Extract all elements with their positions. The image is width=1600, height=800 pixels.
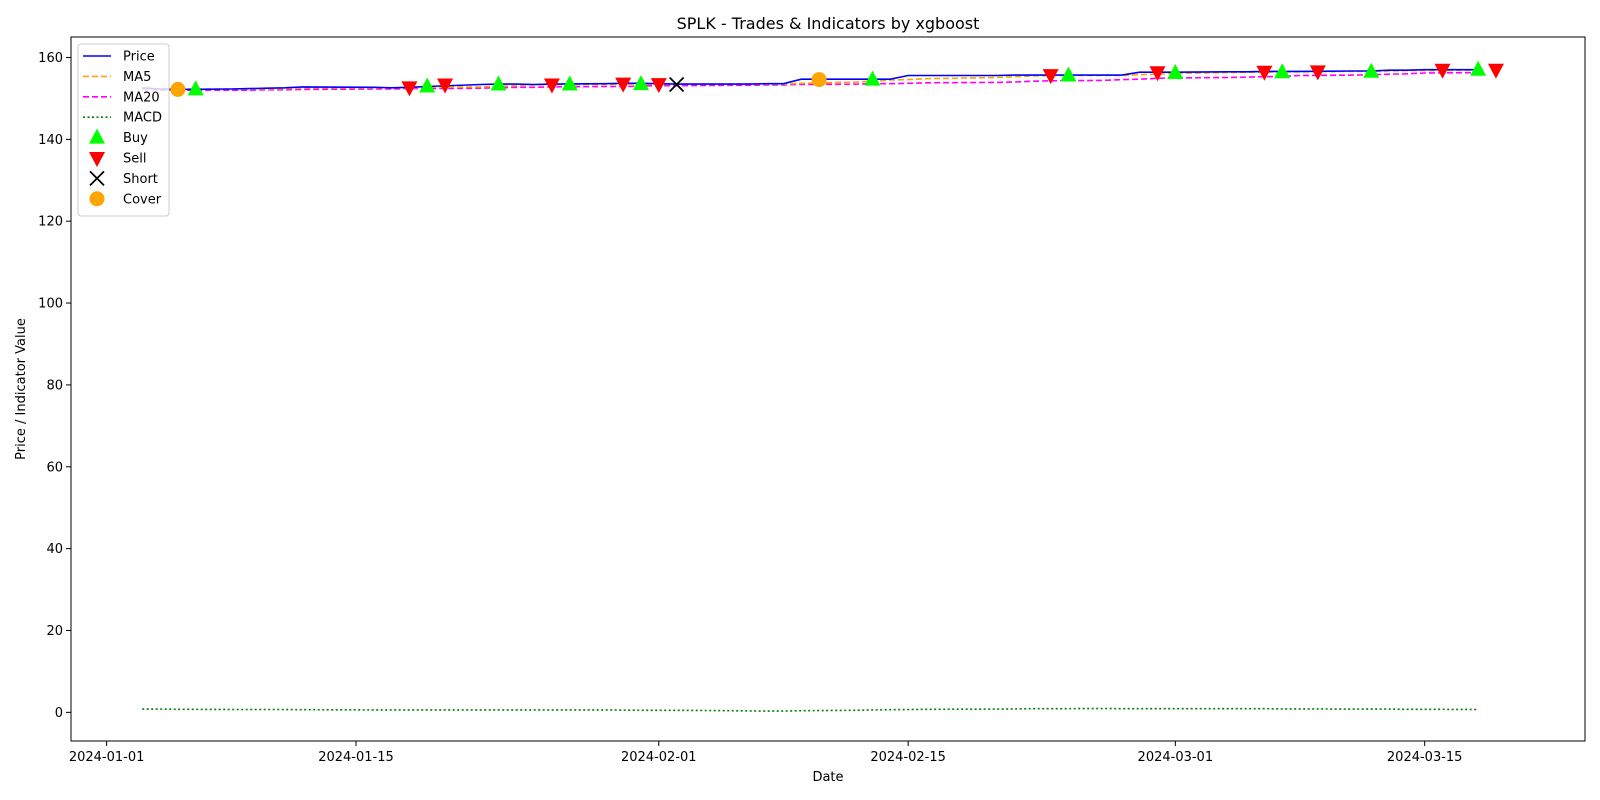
x-tick-label: 2024-02-01 xyxy=(621,750,697,765)
plot-frame xyxy=(70,36,1586,742)
x-axis-title: Date xyxy=(812,770,843,785)
legend-item-price: Price xyxy=(83,50,155,65)
x-tick-label: 2024-02-15 xyxy=(870,750,946,765)
y-tick-label: 160 xyxy=(38,51,63,66)
y-tick-label: 100 xyxy=(38,297,63,312)
legend-label: MACD xyxy=(123,111,162,126)
legend-item-macd: MACD xyxy=(83,111,162,126)
sell-marker xyxy=(543,78,560,94)
cover-marker xyxy=(170,81,186,97)
sell-marker xyxy=(1256,65,1273,81)
y-tick-label: 80 xyxy=(46,378,63,393)
x-tick-label: 2024-01-15 xyxy=(318,750,394,765)
x-tick-label: 2024-03-15 xyxy=(1387,750,1463,765)
legend-label: Short xyxy=(123,172,158,187)
legend-label: Buy xyxy=(123,131,148,146)
legend-label: Price xyxy=(123,50,155,65)
buy-marker xyxy=(490,75,507,91)
y-tick-label: 0 xyxy=(55,706,63,721)
legend-item-buy: Buy xyxy=(89,128,148,146)
legend-label: MA5 xyxy=(123,70,151,85)
legend-item-ma20: MA20 xyxy=(83,90,160,105)
legend-swatch-sell xyxy=(89,152,105,167)
legend-label: Sell xyxy=(123,152,146,167)
buy-marker xyxy=(632,75,649,91)
legend-item-ma5: MA5 xyxy=(83,70,151,85)
legend-item-cover: Cover xyxy=(89,191,162,207)
buy-marker xyxy=(561,75,578,91)
buy-marker xyxy=(1363,62,1380,78)
buy-marker xyxy=(1060,66,1077,82)
sell-marker xyxy=(615,77,632,93)
sell-marker xyxy=(650,78,667,94)
series-line-ma5 xyxy=(142,69,1479,90)
y-axis-title: Price / Indicator Value xyxy=(14,318,29,460)
legend-label: Cover xyxy=(123,192,162,207)
buy-marker xyxy=(1274,63,1291,79)
y-tick-label: 60 xyxy=(46,460,63,475)
buy-marker xyxy=(419,77,436,93)
buy-marker xyxy=(1470,60,1487,76)
sell-marker xyxy=(1487,63,1504,79)
buy-marker xyxy=(864,70,881,86)
x-tick-label: 2024-03-01 xyxy=(1138,750,1214,765)
buy-marker xyxy=(187,80,204,96)
sell-marker xyxy=(1309,65,1326,81)
y-tick-label: 140 xyxy=(38,133,63,148)
legend-label: MA20 xyxy=(123,90,160,105)
series-line-macd xyxy=(142,707,1479,712)
legend-swatch-short xyxy=(89,170,105,187)
chart-title: SPLK - Trades & Indicators by xgboost xyxy=(677,14,980,33)
short-marker-stroke xyxy=(668,76,685,93)
y-tick-label: 120 xyxy=(38,215,63,230)
series-line-price xyxy=(142,68,1479,91)
sell-marker xyxy=(1042,69,1059,85)
buy-marker xyxy=(1167,64,1184,80)
series-line-ma20 xyxy=(142,71,1479,91)
y-tick-label: 40 xyxy=(46,542,63,557)
legend-item-sell: Sell xyxy=(89,152,146,167)
legend-box xyxy=(77,43,170,217)
cover-marker xyxy=(811,72,827,88)
legend-item-short: Short xyxy=(89,170,158,187)
sell-marker xyxy=(1149,66,1166,82)
short-marker-stroke xyxy=(89,170,105,187)
short-marker xyxy=(668,76,685,93)
y-tick-label: 20 xyxy=(46,624,63,639)
sell-marker xyxy=(1434,63,1451,79)
sell-marker xyxy=(437,78,454,94)
x-tick-label: 2024-01-01 xyxy=(69,750,145,765)
legend: Price MA5 MA20 MACD Buy Sell Short Cover xyxy=(77,43,170,217)
legend-swatch-buy xyxy=(89,128,105,144)
sell-marker xyxy=(401,81,418,97)
legend-swatch-cover xyxy=(89,191,105,207)
